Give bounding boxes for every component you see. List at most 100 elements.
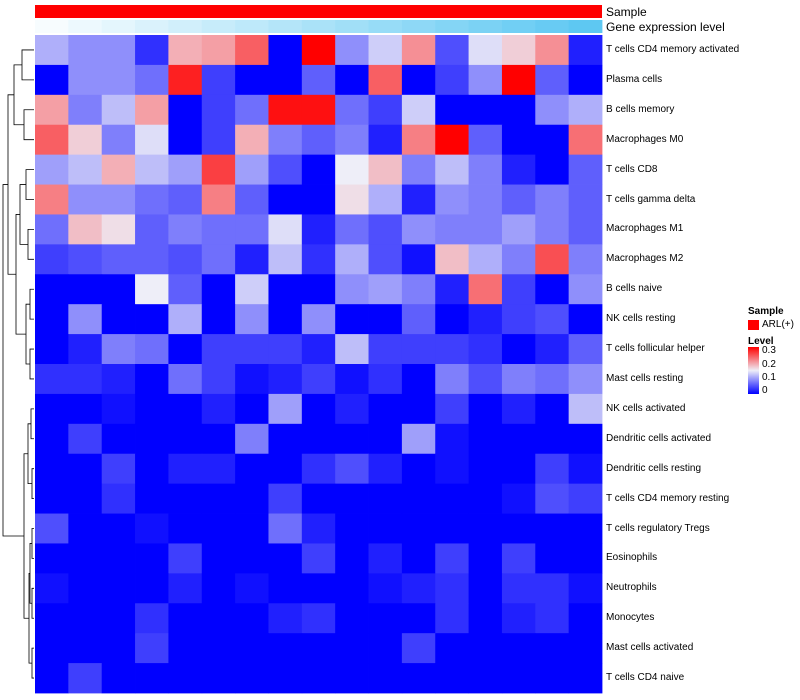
heatmap-cell — [101, 124, 136, 156]
heatmap-cell — [35, 603, 69, 634]
legend-tick-0-1: 0.1 — [762, 372, 776, 383]
heatmap-cell — [301, 64, 336, 96]
heatmap-cell — [168, 154, 203, 185]
row-label: Eosinophils — [606, 552, 658, 564]
heatmap-cell — [335, 483, 369, 514]
heatmap-cell — [335, 513, 369, 544]
heatmap-cell — [368, 603, 403, 634]
heatmap-cell — [468, 64, 503, 96]
heatmap-cell — [135, 603, 169, 634]
heatmap-cell — [235, 603, 269, 634]
heatmap-cell — [368, 423, 403, 455]
heatmap-cell — [168, 304, 203, 335]
heatmap-cell — [301, 483, 336, 514]
heatmap-cell — [135, 513, 169, 544]
heatmap-cell — [68, 64, 103, 96]
heatmap-cell — [135, 423, 169, 455]
row-label: T cells CD4 memory resting — [606, 492, 730, 504]
heatmap-cell — [535, 154, 570, 185]
heatmap-cell — [35, 154, 69, 185]
heatmap-cell — [168, 64, 203, 96]
legend-tick-0-3: 0.3 — [762, 345, 776, 356]
heatmap-cell — [568, 304, 603, 335]
heatmap-cell — [568, 453, 603, 485]
column-annotations — [35, 5, 603, 33]
heatmap-cell — [35, 633, 69, 664]
heatmap-cell — [501, 364, 536, 395]
heatmap-cell — [235, 35, 269, 66]
dendrogram-branch — [15, 214, 26, 335]
heatmap-cell — [268, 633, 303, 664]
dendrogram-branch — [27, 229, 34, 260]
heatmap-cell — [301, 154, 336, 185]
row-label: Macrophages M2 — [606, 253, 684, 265]
heatmap-cell — [368, 513, 403, 544]
heatmap-cell — [401, 274, 436, 305]
heatmap-cell — [35, 304, 69, 335]
heatmap-cell — [535, 244, 570, 275]
heatmap-cell — [135, 453, 169, 485]
heatmap-cell — [68, 453, 103, 485]
heatmap-cell — [168, 483, 203, 514]
heatmap-cell — [101, 513, 136, 544]
heatmap-cell — [135, 334, 169, 365]
heatmap-cell — [268, 393, 303, 425]
heatmap-cell — [568, 244, 603, 275]
heatmap-cell — [435, 543, 469, 574]
heatmap-cell — [535, 364, 570, 395]
heatmap-cell — [335, 64, 369, 96]
heatmap-cell — [101, 274, 136, 305]
heatmap-cell — [301, 94, 336, 126]
heatmap-cell — [201, 663, 236, 694]
heatmap-cell — [568, 633, 603, 664]
dendrogram-branch — [2, 184, 24, 537]
heatmap-cell — [301, 543, 336, 574]
heatmap-cell — [268, 334, 303, 365]
heatmap-cell — [301, 453, 336, 485]
expression-annotation-cell — [335, 20, 369, 33]
heatmap-cell — [235, 124, 269, 156]
heatmap-cell — [568, 94, 603, 126]
heatmap-cell — [235, 184, 269, 215]
legend-sample-entry: ARL(+) — [762, 319, 794, 330]
row-label: T cells CD4 memory activated — [606, 44, 740, 55]
heatmap-cell — [135, 154, 169, 185]
heatmap-cell — [535, 513, 570, 544]
row-label: Neutrophils — [606, 582, 657, 594]
heatmap-cell — [68, 244, 103, 275]
heatmap-cell — [201, 603, 236, 634]
heatmap-cell — [435, 154, 469, 185]
dendrogram-branch — [30, 408, 34, 440]
heatmap-cell — [368, 453, 403, 485]
heatmap-cell — [335, 184, 369, 215]
heatmap-cell — [501, 453, 536, 485]
row-label: NK cells activated — [606, 402, 686, 414]
heatmap-cell — [568, 423, 603, 455]
heatmap-cell — [435, 573, 469, 604]
heatmap-cell — [35, 364, 69, 395]
expression-annotation-cell — [301, 20, 336, 33]
heatmap-cell — [335, 244, 369, 275]
heatmap-cell — [535, 453, 570, 485]
heatmap-cell — [68, 304, 103, 335]
heatmap-cell — [401, 64, 436, 96]
heatmap-cell — [335, 603, 369, 634]
row-label: Macrophages M1 — [606, 223, 684, 235]
legend-graphics — [748, 320, 759, 394]
heatmap-cell — [368, 483, 403, 514]
expression-annotation-cell — [435, 20, 469, 33]
dendrogram-branch — [29, 348, 34, 380]
heatmap-cell — [135, 184, 169, 215]
heatmap-cell — [368, 663, 403, 694]
heatmap-cell — [401, 423, 436, 455]
heatmap-cell — [368, 124, 403, 156]
row-label: Dendritic cells resting — [606, 462, 702, 474]
heatmap-cell — [101, 244, 136, 275]
legend-level-gradient — [748, 347, 759, 394]
heatmap-cell — [468, 603, 503, 634]
heatmap-cell — [568, 124, 603, 156]
heatmap-cell — [35, 663, 69, 694]
heatmap-cell — [468, 154, 503, 185]
heatmap-cell — [435, 393, 469, 425]
dendrogram-branch — [19, 184, 28, 245]
